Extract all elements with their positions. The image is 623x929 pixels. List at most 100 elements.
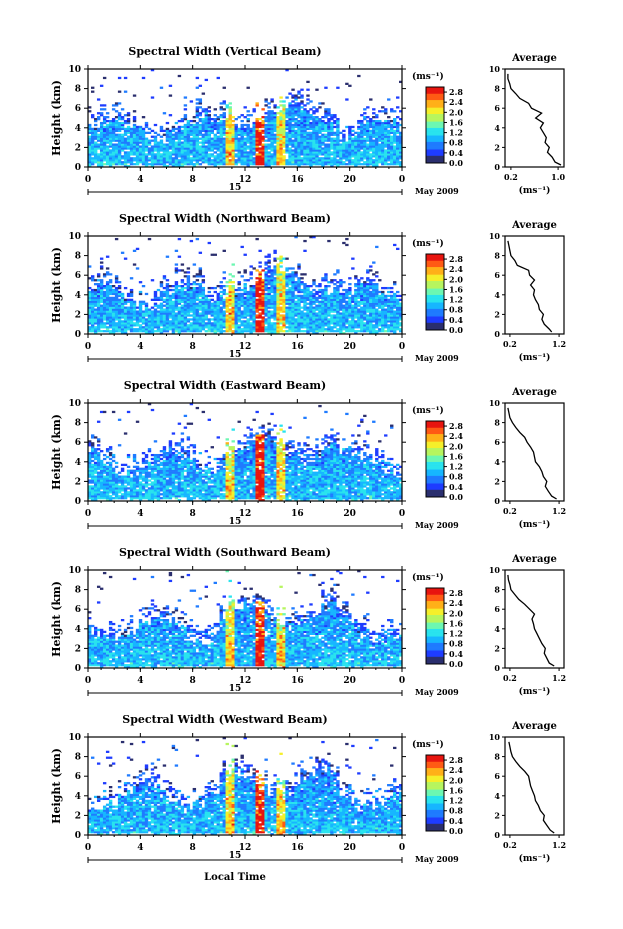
- heatmap-cell: [210, 298, 214, 301]
- heatmap-cell: [171, 151, 176, 154]
- heatmap-cell: [150, 145, 155, 148]
- heatmap-cell: [291, 104, 295, 107]
- heatmap-cell: [363, 286, 367, 290]
- heatmap-cell: [264, 322, 268, 325]
- heatmap-cell: [276, 316, 280, 319]
- heatmap-cell: [336, 119, 340, 123]
- heatmap-cell: [243, 133, 247, 136]
- heatmap-cell: [336, 300, 340, 303]
- heatmap-cell: [123, 298, 128, 301]
- heatmap-cell: [132, 118, 137, 121]
- heatmap-cell: [324, 316, 328, 319]
- heatmap-cell: [390, 131, 394, 134]
- heatmap-cell: [339, 159, 343, 162]
- heatmap-cell: [252, 129, 256, 133]
- heatmap-cell: [315, 322, 319, 325]
- heatmap-cell: [141, 163, 146, 166]
- heatmap-cell: [273, 288, 277, 292]
- heatmap-cell: [273, 135, 277, 138]
- heatmap-cell: [195, 137, 200, 140]
- heatmap-cell: [219, 314, 223, 317]
- heatmap-cell: [150, 279, 155, 282]
- heatmap-cell: [228, 281, 232, 284]
- heatmap-cell: [279, 151, 283, 154]
- heatmap-cell: [255, 277, 259, 280]
- heatmap-cell: [240, 292, 244, 296]
- heatmap-cell: [183, 96, 188, 99]
- heatmap-cell: [183, 298, 188, 301]
- heatmap-cell: [282, 314, 286, 317]
- heatmap-cell: [276, 157, 280, 160]
- heatmap-cell: [270, 269, 274, 272]
- heatmap-cell: [306, 306, 310, 309]
- heatmap-cell: [333, 318, 337, 321]
- heatmap-cell: [195, 161, 200, 164]
- heatmap-cell: [117, 90, 122, 93]
- heatmap-cell: [144, 306, 149, 309]
- heatmap-cell: [234, 308, 238, 311]
- heatmap-cell: [300, 118, 304, 121]
- heatmap-cell: [348, 153, 352, 156]
- heatmap-cell: [294, 139, 298, 142]
- heatmap-cell: [366, 302, 370, 305]
- heatmap-cell: [228, 318, 232, 321]
- heatmap-cell: [309, 108, 313, 111]
- heatmap-cell: [288, 304, 292, 307]
- heatmap-cell: [90, 141, 95, 144]
- heatmap-cell: [348, 135, 352, 138]
- avg-y-tick-label: 4: [494, 123, 500, 133]
- heatmap-cell: [282, 285, 286, 288]
- heatmap-cell: [267, 102, 271, 105]
- heatmap-cell: [288, 108, 292, 111]
- heatmap-cell: [396, 149, 400, 152]
- heatmap-cell: [291, 326, 295, 329]
- heatmap-cell: [297, 110, 301, 113]
- heatmap-cell: [375, 294, 379, 298]
- heatmap-cell: [381, 330, 385, 333]
- heatmap-cell: [129, 149, 134, 152]
- heatmap-cell: [198, 312, 203, 315]
- heatmap-cell: [108, 129, 113, 133]
- heatmap-cell: [342, 143, 346, 146]
- colorbar-tick-label: 1.2: [449, 128, 463, 138]
- heatmap-cell: [342, 241, 346, 245]
- heatmap-cell: [105, 125, 110, 129]
- heatmap-cell: [201, 159, 206, 162]
- heatmap-cell: [288, 310, 292, 313]
- heatmap-cell: [207, 290, 212, 294]
- heatmap-cell: [198, 314, 203, 317]
- heatmap-cell: [177, 135, 182, 138]
- heatmap-cell: [249, 298, 253, 301]
- heatmap-cell: [88, 308, 92, 311]
- heatmap-cell: [111, 139, 116, 142]
- heatmap-cell: [360, 286, 364, 290]
- heatmap-cell: [336, 129, 340, 133]
- heatmap-cell: [330, 123, 334, 127]
- heatmap-cell: [258, 131, 262, 134]
- heatmap-cell: [225, 137, 229, 140]
- heatmap-cell: [105, 314, 110, 317]
- heatmap-cell: [105, 300, 110, 303]
- heatmap-cell: [165, 255, 170, 258]
- heatmap-cell: [201, 275, 206, 278]
- heatmap-cell: [249, 304, 253, 307]
- heatmap-cell: [99, 141, 104, 144]
- heatmap-cell: [348, 328, 352, 331]
- heatmap-cell: [231, 290, 235, 294]
- heatmap-cell: [372, 294, 376, 298]
- colorbar-segment: [426, 106, 444, 108]
- heatmap-cell: [231, 129, 235, 133]
- heatmap-cell: [393, 137, 397, 140]
- heatmap-cell: [384, 133, 388, 136]
- heatmap-cell: [240, 163, 244, 166]
- heatmap-cell: [258, 249, 262, 252]
- heatmap-cell: [303, 292, 307, 296]
- heatmap-cell: [267, 269, 271, 272]
- heatmap-cell: [393, 139, 397, 142]
- heatmap-cell: [324, 302, 328, 305]
- heatmap-cell: [198, 147, 203, 150]
- heatmap-cell: [327, 322, 331, 325]
- heatmap-cell: [192, 275, 197, 278]
- heatmap-cell: [288, 153, 292, 156]
- heatmap-cell: [102, 141, 107, 144]
